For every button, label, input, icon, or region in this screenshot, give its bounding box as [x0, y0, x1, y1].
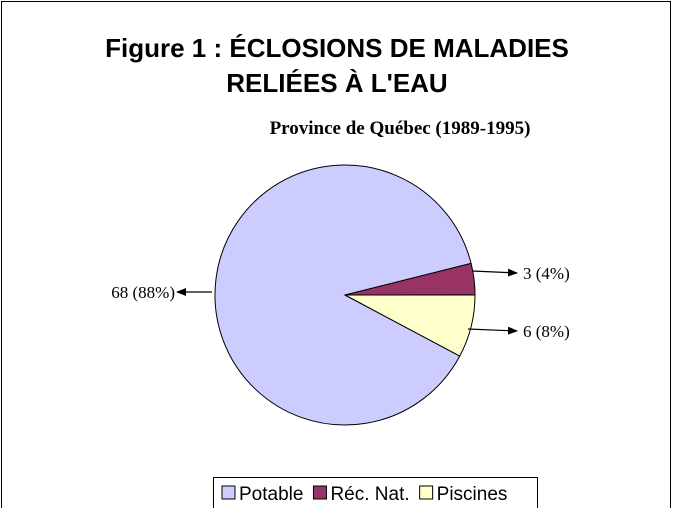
label-arrow — [471, 268, 518, 277]
pie-slice — [214, 164, 472, 426]
legend-box — [213, 477, 538, 508]
chart-title: Figure 1 : ÉCLOSIONS DE MALADIES — [105, 33, 569, 63]
data-label: 68 (88%) — [111, 283, 175, 302]
chart-title: RELIÉES À L'EAU — [226, 68, 447, 98]
legend-swatch — [312, 485, 327, 500]
data-label: 3 (4%) — [523, 264, 570, 283]
legend-label: Réc. Nat. — [330, 484, 409, 505]
data-label: 6 (8%) — [523, 322, 570, 341]
legend-swatch — [221, 485, 236, 500]
legend-label: Potable — [239, 484, 303, 505]
label-arrow — [467, 326, 518, 335]
legend-swatch — [419, 485, 434, 500]
chart-subtitle: Province de Québec (1989-1995) — [270, 118, 531, 139]
pie-slice — [344, 294, 476, 357]
legend-label: Piscines — [437, 484, 508, 505]
